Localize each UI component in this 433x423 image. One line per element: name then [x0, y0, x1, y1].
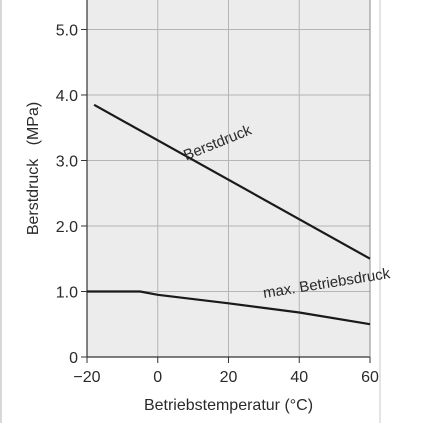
series	[86, 103, 371, 326]
y-tick-label: 0	[69, 350, 78, 367]
x-tick-label: 40	[290, 369, 308, 386]
y-tick-label: 4.0	[56, 88, 78, 105]
tick-labels: −20 0 20 40 60 0 1.0 2.0 3.0 4.0 5.0	[56, 22, 379, 386]
series-line-berstdruck	[93, 103, 371, 260]
y-tick-label: 3.0	[56, 153, 78, 170]
axes	[0, 0, 381, 423]
x-tick-label: 0	[153, 369, 162, 386]
x-axis-label: Betriebstemperatur (°C)	[144, 397, 313, 414]
y-axis-label: Berstdruck (MPa)	[25, 102, 42, 235]
y-tick-label: 2.0	[56, 219, 78, 236]
x-tick-label: 60	[361, 369, 379, 386]
x-tick-label: 20	[220, 369, 238, 386]
y-tick-label: 5.0	[56, 22, 78, 39]
x-tick-label: −20	[73, 369, 100, 386]
series-line-max-betriebsdruck	[87, 290, 371, 326]
y-tick-label: 1.0	[56, 284, 78, 301]
